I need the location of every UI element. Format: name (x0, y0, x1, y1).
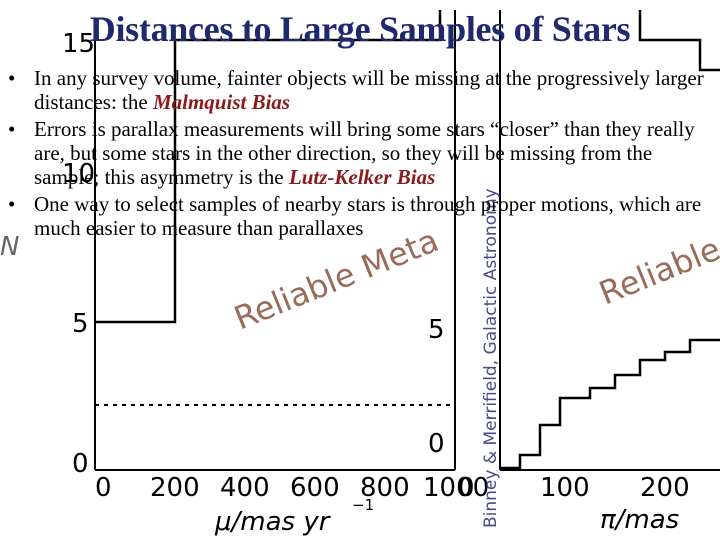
left-xlabel: μ/mas yr (214, 507, 332, 537)
left-xtick-400: 400 (220, 473, 270, 503)
slide-title: Distances to Large Samples of Stars (89, 9, 631, 49)
left-xtick-600: 600 (290, 473, 340, 503)
bullet-text: One way to select samples of nearby star… (34, 192, 702, 240)
bullet-marker: • (8, 192, 16, 216)
bullet-text: In any survey volume, fainter objects wi… (34, 66, 704, 114)
left-xtick-0: 0 (95, 473, 112, 503)
left-ytick-5: 5 (72, 309, 89, 339)
left-xtick-200: 200 (150, 473, 200, 503)
right-xtick-0: 0 (458, 473, 475, 503)
left-xtick-800: 800 (360, 473, 410, 503)
bullet-term: Malmquist Bias (152, 90, 291, 114)
bullet-item: • One way to select samples of nearby st… (6, 192, 718, 240)
left-ytick-15: 15 (62, 29, 95, 59)
bullet-marker: • (8, 117, 16, 141)
right-xlabel: π/mas (600, 505, 679, 535)
right-xtick-100: 100 (540, 473, 590, 503)
bullet-item: • Errors is parallax measurements will b… (6, 117, 718, 189)
right-ytick-5: 5 (428, 315, 445, 345)
left-ytick-0: 0 (72, 449, 89, 479)
bullet-list: • In any survey volume, fainter objects … (6, 66, 718, 243)
left-ylabel: N (0, 232, 19, 262)
right-xtick-200: 200 (640, 473, 690, 503)
bullet-marker: • (8, 66, 16, 90)
left-ytick-10: 10 (62, 159, 95, 189)
left-xlabel-exponent: −1 (352, 496, 374, 514)
bullet-text: Errors is parallax measurements will bri… (34, 117, 695, 189)
bullet-item: • In any survey volume, fainter objects … (6, 66, 718, 114)
background-histogram (94, 10, 720, 471)
right-ytick-0: 0 (428, 429, 445, 459)
credit-label: Binney & Merrifield, Galactic Astronomy (481, 188, 501, 528)
left-xtick-1000: 1000 (423, 473, 489, 503)
bullet-term: Lutz-Kelker Bias (288, 165, 436, 189)
